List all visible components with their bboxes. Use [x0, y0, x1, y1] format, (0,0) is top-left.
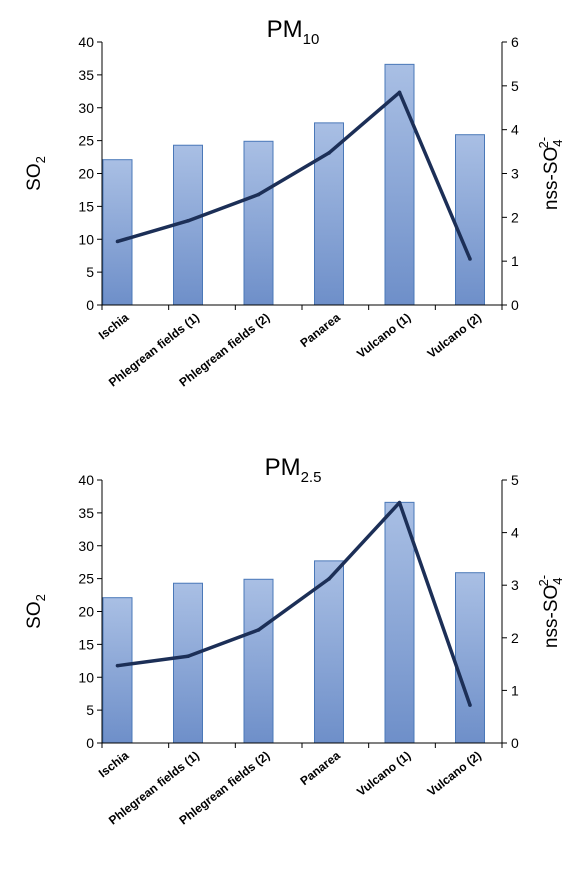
left-tick-label: 15 — [78, 198, 94, 214]
line-point-5 — [397, 500, 402, 505]
category-label: Vulcano (2) — [425, 310, 484, 361]
bar-5 — [384, 63, 415, 306]
category-label: Panarea — [297, 310, 343, 350]
left-tick-label: 35 — [78, 505, 94, 521]
right-tick-label: 6 — [511, 34, 519, 50]
bar-3 — [243, 140, 274, 306]
left-tick-label: 40 — [78, 34, 94, 50]
bar-1 — [102, 597, 133, 744]
left-tick-label: 5 — [86, 702, 94, 718]
left-tick-label: 20 — [78, 604, 94, 620]
right-tick-label: 3 — [511, 166, 519, 182]
bar-5 — [384, 501, 415, 744]
line-point-2 — [186, 654, 190, 659]
chart-title: PM10 — [267, 16, 320, 48]
category-label: Panarea — [297, 748, 343, 788]
right-axis-label: nss-SO42- — [536, 137, 565, 210]
left-tick-label: 25 — [78, 133, 94, 149]
category-label: Ischia — [96, 310, 132, 342]
nss-so4-line — [117, 500, 472, 706]
right-tick-label: 5 — [511, 78, 519, 94]
pm10-chart: PM1005101520253035400123456IschiaPhlegre… — [24, 16, 565, 390]
line-point-1 — [115, 239, 120, 244]
left-tick-label: 10 — [78, 231, 94, 247]
left-tick-label: 30 — [78, 538, 94, 554]
left-axis-label: SO2 — [24, 594, 48, 629]
left-tick-label: 10 — [78, 669, 94, 685]
line-point-4 — [327, 151, 331, 155]
line-point-5 — [397, 90, 402, 95]
right-tick-label: 1 — [511, 253, 519, 269]
chart-title: PM2.5 — [265, 454, 322, 486]
bar-1 — [102, 159, 133, 306]
right-tick-label: 0 — [511, 735, 519, 751]
right-tick-label: 2 — [511, 209, 519, 225]
nss-so4-line — [117, 90, 472, 260]
right-tick-label: 4 — [511, 525, 519, 541]
bar-4 — [314, 122, 344, 306]
left-tick-label: 0 — [86, 735, 94, 751]
line-point-3 — [256, 192, 261, 197]
right-tick-label: 5 — [511, 472, 519, 488]
line-point-3 — [256, 628, 261, 632]
line-point-4 — [327, 577, 331, 581]
right-tick-label: 0 — [511, 297, 519, 313]
right-axis-label: nss-SO42- — [536, 575, 565, 648]
bar-3 — [243, 578, 274, 744]
left-tick-label: 5 — [86, 264, 94, 280]
left-tick-label: 30 — [78, 100, 94, 116]
line-point-1 — [115, 663, 120, 668]
category-label: Vulcano (2) — [425, 748, 484, 799]
left-tick-label: 40 — [78, 472, 94, 488]
bar-6 — [455, 134, 485, 306]
line-point-6 — [468, 703, 472, 707]
right-tick-label: 3 — [511, 577, 519, 593]
line-point-6 — [468, 257, 472, 261]
left-axis-label: SO2 — [24, 156, 48, 191]
right-tick-label: 1 — [511, 682, 519, 698]
left-tick-label: 35 — [78, 67, 94, 83]
left-tick-label: 15 — [78, 636, 94, 652]
category-label: Vulcano (1) — [354, 310, 413, 361]
pm25-chart: PM2.50510152025303540012345IschiaPhlegre… — [24, 454, 565, 828]
left-tick-label: 0 — [86, 297, 94, 313]
left-tick-label: 25 — [78, 571, 94, 587]
category-label: Vulcano (1) — [354, 748, 413, 799]
category-label: Ischia — [96, 748, 132, 780]
bar-2 — [173, 582, 203, 744]
bar-6 — [455, 572, 485, 744]
right-tick-label: 4 — [511, 122, 519, 138]
line-point-2 — [186, 219, 190, 223]
left-tick-label: 20 — [78, 166, 94, 182]
right-tick-label: 2 — [511, 630, 519, 646]
